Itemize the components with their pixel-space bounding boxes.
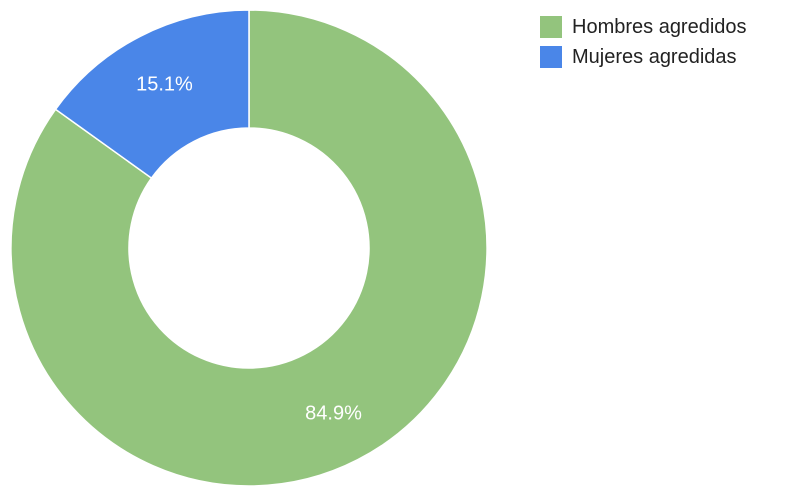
chart-legend: Hombres agredidos Mujeres agredidas: [540, 12, 747, 72]
legend-swatch-hombres: [540, 16, 562, 38]
legend-label-hombres: Hombres agredidos: [572, 15, 747, 38]
legend-swatch-mujeres: [540, 46, 562, 68]
slice-label-mujeres: 15.1%: [136, 73, 193, 95]
slice-hombres-agredidos[interactable]: [10, 9, 488, 487]
slice-mujeres-agredidas[interactable]: [54, 9, 250, 180]
legend-item-hombres[interactable]: Hombres agredidos: [540, 12, 747, 42]
legend-item-mujeres[interactable]: Mujeres agredidas: [540, 42, 747, 72]
legend-label-mujeres: Mujeres agredidas: [572, 45, 737, 68]
slice-label-hombres: 84.9%: [305, 403, 362, 425]
